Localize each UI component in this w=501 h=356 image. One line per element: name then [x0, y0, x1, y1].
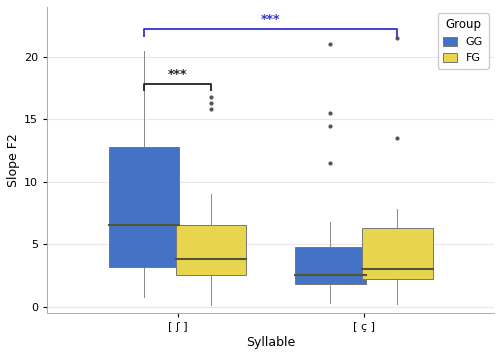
- Legend: GG, FG: GG, FG: [438, 12, 488, 69]
- Text: ***: ***: [168, 68, 187, 81]
- Bar: [295, 247, 366, 284]
- Bar: [109, 147, 179, 267]
- Bar: [362, 228, 433, 279]
- Bar: [176, 225, 246, 276]
- Text: ***: ***: [261, 13, 281, 26]
- X-axis label: Syllable: Syllable: [246, 336, 295, 349]
- Y-axis label: Slope F2: Slope F2: [7, 133, 20, 187]
